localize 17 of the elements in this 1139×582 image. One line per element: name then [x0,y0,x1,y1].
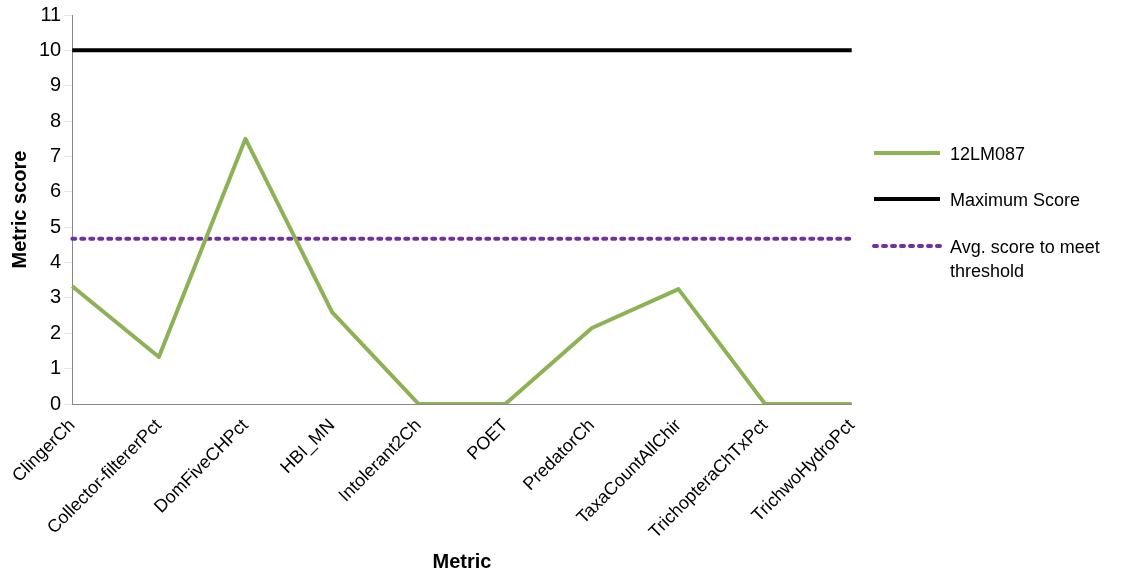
legend-label: Avg. score to meet threshold [950,235,1101,283]
x-axis-title: Metric [432,549,492,572]
y-tick-label: 0 [50,391,62,414]
y-tick-label: 9 [50,73,62,96]
y-tick-label: 3 [50,285,62,308]
y-tick-label: 10 [39,37,62,60]
y-tick-label: 2 [50,320,62,343]
y-tick-label: 6 [50,179,62,202]
y-tick-label: 4 [50,250,62,273]
legend-label: Maximum Score [950,189,1082,213]
y-tick-label: 8 [50,108,62,131]
legend-label: 12LM087 [950,143,1027,166]
y-tick-label: 1 [50,356,62,379]
y-axis-title: Metric score [7,150,30,269]
y-tick-label: 7 [50,143,62,166]
y-tick-label: 5 [50,214,62,237]
y-tick-label: 11 [40,2,62,25]
